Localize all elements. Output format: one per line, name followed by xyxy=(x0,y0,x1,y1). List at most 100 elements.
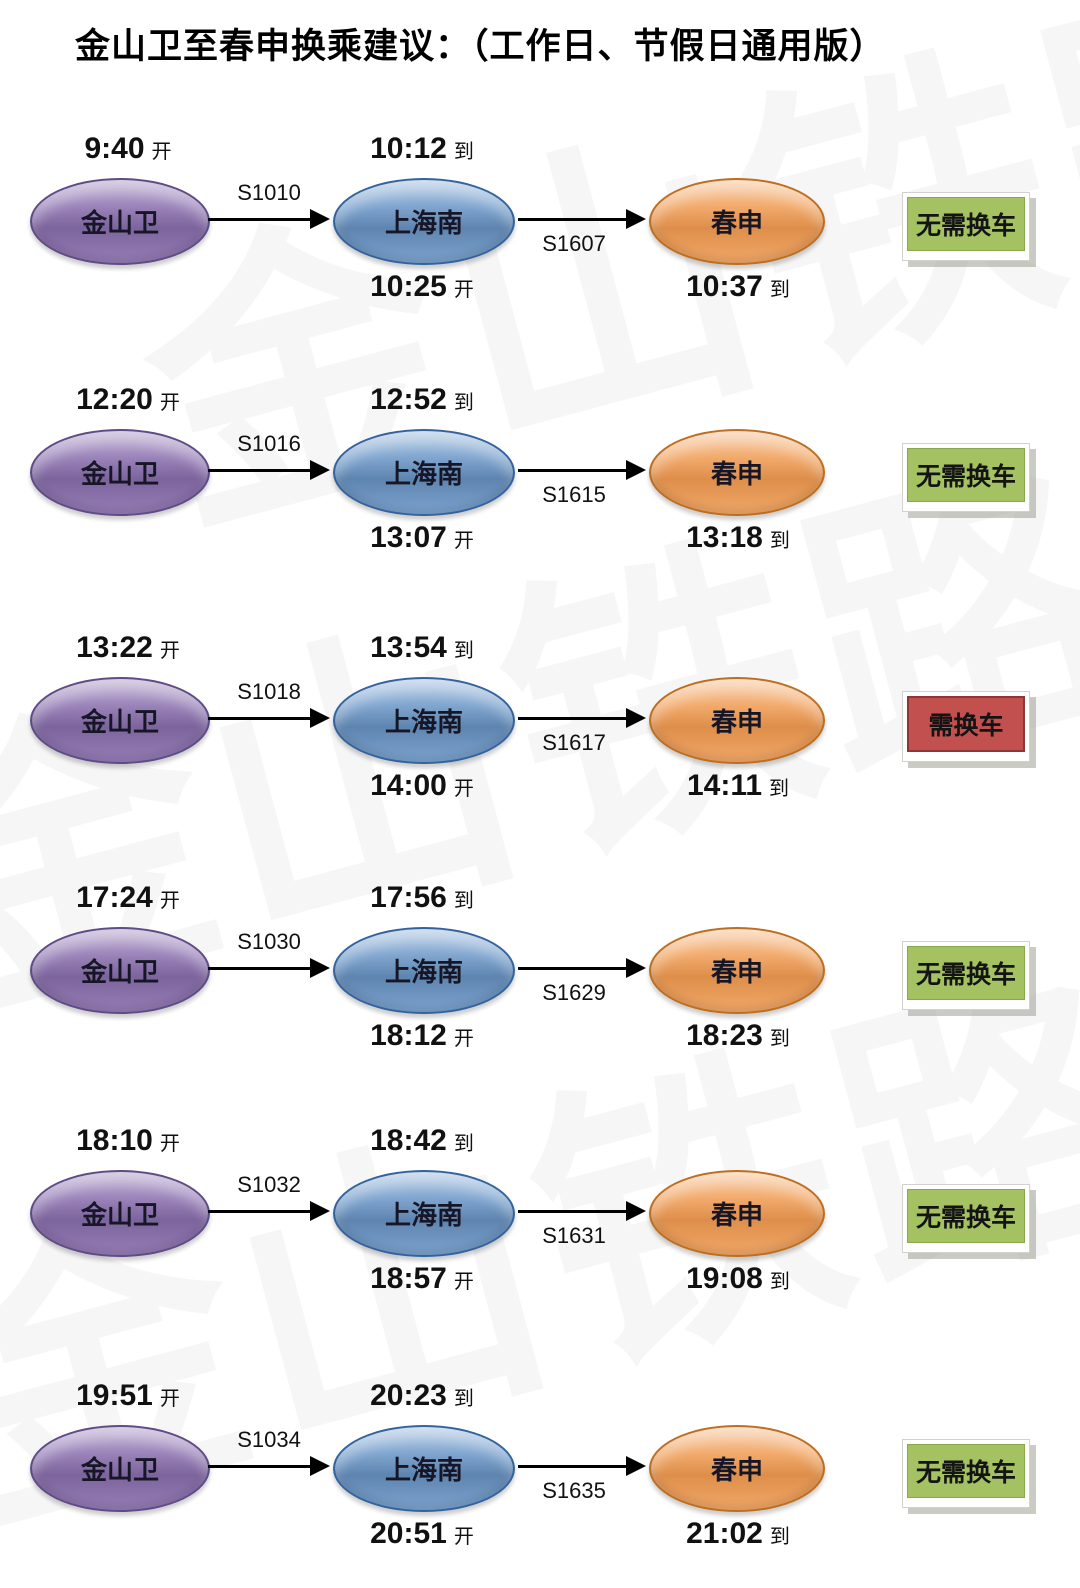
time-value: 20:23 xyxy=(370,1379,447,1412)
time-value: 18:57 xyxy=(370,1262,447,1295)
origin-station-node: 金山卫 xyxy=(30,927,210,1014)
train1-number: S1010 xyxy=(237,180,301,205)
destination-arrive-time: 19:08 到 xyxy=(638,1262,838,1296)
origin-station-node: 金山卫 xyxy=(30,429,210,516)
train2-number: S1615 xyxy=(542,482,606,507)
destination-station-node: 春申 xyxy=(649,927,825,1014)
origin-depart-time: 13:22 开 xyxy=(20,631,236,665)
destination-station-label: 春申 xyxy=(710,708,763,737)
transfer-status-badge: 无需换车 xyxy=(902,1184,1030,1253)
middle-arrive-time: 17:56 到 xyxy=(322,881,522,915)
time-value: 19:51 xyxy=(76,1379,153,1412)
arrow-right-icon xyxy=(208,1456,330,1476)
arrow-right-icon xyxy=(518,1201,646,1221)
time-value: 12:52 xyxy=(370,383,447,416)
origin-station-node: 金山卫 xyxy=(30,1425,210,1512)
arrive-label: 到 xyxy=(769,1526,790,1548)
origin-depart-time: 18:10 开 xyxy=(20,1124,236,1158)
depart-label: 开 xyxy=(159,392,180,414)
train1-number: S1016 xyxy=(237,431,301,456)
middle-depart-time: 10:25 开 xyxy=(322,270,522,304)
arrow-right-icon xyxy=(208,1201,330,1221)
middle-depart-time: 18:12 开 xyxy=(322,1019,522,1053)
train2-number: S1617 xyxy=(542,730,606,755)
transfer-status-badge: 无需换车 xyxy=(902,1439,1030,1508)
transfer-status-label: 无需换车 xyxy=(907,1444,1025,1498)
time-value: 14:11 xyxy=(686,769,763,802)
depart-label: 开 xyxy=(159,1388,180,1410)
transfer-status-label: 无需换车 xyxy=(907,1189,1025,1243)
origin-station-label: 金山卫 xyxy=(80,958,159,987)
time-value: 10:25 xyxy=(370,270,447,303)
middle-arrive-time: 13:54 到 xyxy=(322,631,522,665)
train1-number: S1032 xyxy=(237,1172,301,1197)
train2-number: S1635 xyxy=(542,1478,606,1503)
depart-label: 开 xyxy=(159,640,180,662)
middle-station-label: 上海南 xyxy=(384,460,463,489)
origin-station-node: 金山卫 xyxy=(30,178,210,265)
time-value: 13:54 xyxy=(370,631,447,664)
arrive-label: 到 xyxy=(453,640,474,662)
middle-arrive-time: 12:52 到 xyxy=(322,383,522,417)
middle-station-node: 上海南 xyxy=(333,677,515,764)
destination-station-node: 春申 xyxy=(649,1425,825,1512)
origin-station-label: 金山卫 xyxy=(80,708,159,737)
depart-label: 开 xyxy=(453,1271,474,1293)
arrive-label: 到 xyxy=(453,890,474,912)
destination-station-label: 春申 xyxy=(710,460,763,489)
origin-depart-time: 19:51 开 xyxy=(20,1379,236,1413)
arrow-right-icon xyxy=(208,209,330,229)
arrow-right-icon xyxy=(518,460,646,480)
arrow-right-icon xyxy=(518,1456,646,1476)
destination-station-label: 春申 xyxy=(710,958,763,987)
transfer-status-label: 无需换车 xyxy=(907,946,1025,1000)
origin-station-label: 金山卫 xyxy=(80,209,159,238)
train2-number: S1631 xyxy=(542,1223,606,1248)
destination-station-node: 春申 xyxy=(649,178,825,265)
middle-depart-time: 18:57 开 xyxy=(322,1262,522,1296)
destination-station-node: 春申 xyxy=(649,429,825,516)
arrive-label: 到 xyxy=(769,1028,790,1050)
time-value: 17:24 xyxy=(76,881,153,914)
middle-station-node: 上海南 xyxy=(333,178,515,265)
transfer-row: 13:22 开 金山卫 S1018 13:54 到 上海南 14:00 开 S1617… xyxy=(0,617,1080,867)
transfer-status-badge: 需换车 xyxy=(902,691,1030,762)
time-value: 13:07 xyxy=(370,521,447,554)
time-value: 17:56 xyxy=(370,881,447,914)
transfer-row: 12:20 开 金山卫 S1016 12:52 到 上海南 13:07 开 S1615… xyxy=(0,369,1080,619)
transfer-row: 9:40 开 金山卫 S1010 10:12 到 上海南 10:25 开 S1607 … xyxy=(0,118,1080,368)
destination-station-node: 春申 xyxy=(649,677,825,764)
origin-station-label: 金山卫 xyxy=(80,1201,159,1230)
arrive-label: 到 xyxy=(453,1388,474,1410)
time-value: 13:18 xyxy=(686,521,763,554)
depart-label: 开 xyxy=(453,778,474,800)
time-value: 9:40 xyxy=(84,132,145,165)
origin-depart-time: 9:40 开 xyxy=(20,132,236,166)
arrow-right-icon xyxy=(518,958,646,978)
destination-station-node: 春申 xyxy=(649,1170,825,1257)
transfer-status-label: 无需换车 xyxy=(907,448,1025,502)
middle-station-label: 上海南 xyxy=(384,209,463,238)
destination-arrive-time: 14:11 到 xyxy=(638,769,838,803)
train1-number: S1034 xyxy=(237,1427,301,1452)
page-title: 金山卫至春申换乘建议：（工作日、节假日通用版） xyxy=(75,27,886,66)
train2-number: S1607 xyxy=(542,231,606,256)
arrow-right-icon xyxy=(208,460,330,480)
middle-arrive-time: 20:23 到 xyxy=(322,1379,522,1413)
depart-label: 开 xyxy=(159,1133,180,1155)
arrive-label: 到 xyxy=(769,530,790,552)
destination-arrive-time: 18:23 到 xyxy=(638,1019,838,1053)
middle-depart-time: 13:07 开 xyxy=(322,521,522,555)
destination-arrive-time: 13:18 到 xyxy=(638,521,838,555)
middle-arrive-time: 18:42 到 xyxy=(322,1124,522,1158)
time-value: 12:20 xyxy=(76,383,153,416)
time-value: 19:08 xyxy=(686,1262,763,1295)
transfer-status-label: 需换车 xyxy=(907,696,1025,752)
arrow-right-icon xyxy=(208,958,330,978)
time-value: 18:23 xyxy=(686,1019,763,1052)
middle-station-node: 上海南 xyxy=(333,927,515,1014)
middle-station-node: 上海南 xyxy=(333,429,515,516)
middle-arrive-time: 10:12 到 xyxy=(322,132,522,166)
origin-station-node: 金山卫 xyxy=(30,677,210,764)
transfer-status-badge: 无需换车 xyxy=(902,443,1030,512)
